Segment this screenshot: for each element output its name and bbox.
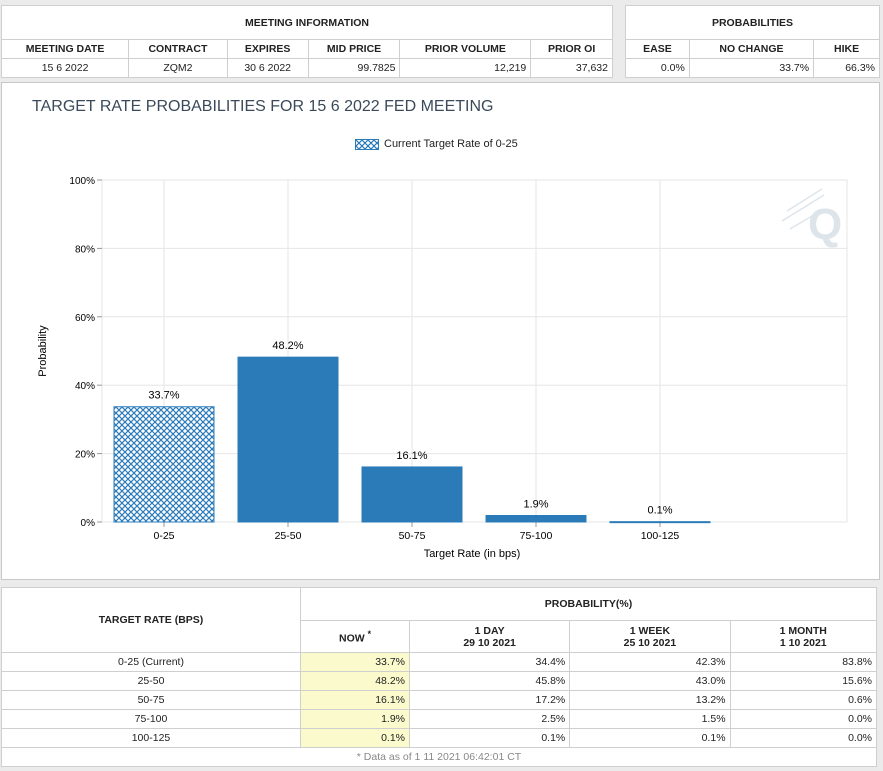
bar-75-100[interactable] bbox=[485, 515, 587, 523]
bar-100-125[interactable] bbox=[609, 521, 711, 524]
now-cell: 1.9% bbox=[300, 709, 410, 729]
rate-cell: 50-75 bbox=[1, 690, 301, 710]
expires-value: 30 6 2022 bbox=[226, 58, 309, 78]
table-row: 75-100 1.9% 2.5% 1.5% 0.0% bbox=[1, 709, 878, 729]
month-cell: 15.6% bbox=[729, 671, 878, 691]
legend-swatch bbox=[355, 138, 379, 150]
week-cell: 13.2% bbox=[569, 690, 731, 710]
hike-value: 66.3% bbox=[813, 58, 880, 78]
x-axis-label: Target Rate (in bps) bbox=[424, 548, 521, 560]
week-cell: 1.5% bbox=[569, 709, 731, 729]
x-tick-label: 25-50 bbox=[275, 530, 302, 542]
probabilities-header: PROBABILITIES bbox=[625, 5, 880, 40]
month-cell: 0.6% bbox=[729, 690, 878, 710]
bar-value-label: 0.1% bbox=[647, 505, 672, 517]
bar-value-label: 16.1% bbox=[396, 450, 427, 462]
rate-cell: 100-125 bbox=[1, 728, 301, 748]
target-rate-header: TARGET RATE (BPS) bbox=[1, 587, 301, 653]
chart-panel: TARGET RATE PROBABILITIES FOR 15 6 2022 … bbox=[1, 82, 880, 580]
chart-title: TARGET RATE PROBABILITIES FOR 15 6 2022 … bbox=[32, 98, 494, 115]
col-contract: CONTRACT bbox=[128, 39, 228, 59]
now-cell: 16.1% bbox=[300, 690, 410, 710]
watermark-q-logo: Q bbox=[781, 188, 842, 249]
now-header: NOW * bbox=[300, 620, 410, 653]
period-1week-header: 1 WEEK 25 10 2021 bbox=[569, 620, 731, 653]
svg-text:Q: Q bbox=[808, 200, 842, 249]
x-tick-label: 75-100 bbox=[520, 530, 553, 542]
y-tick-label: 100% bbox=[69, 176, 95, 187]
table-row: 50-75 16.1% 17.2% 13.2% 0.6% bbox=[1, 690, 878, 710]
bar-0-25[interactable] bbox=[113, 406, 215, 523]
y-tick-label: 20% bbox=[75, 450, 95, 461]
meeting-date-value: 15 6 2022 bbox=[0, 58, 130, 78]
col-hike: HIKE bbox=[813, 39, 880, 59]
probabilities-table: PROBABILITIES EASE NO CHANGE HIKE 0.0% 3… bbox=[625, 5, 880, 78]
probability-header: PROBABILITY(%) bbox=[300, 587, 877, 621]
col-meeting-date: MEETING DATE bbox=[0, 39, 130, 59]
table-row: 25-50 48.2% 45.8% 43.0% 15.6% bbox=[1, 671, 878, 691]
x-tick-label: 0-25 bbox=[153, 530, 174, 542]
y-tick-label: 40% bbox=[75, 381, 95, 392]
prior-oi-value: 37,632 bbox=[530, 58, 613, 78]
day-cell: 0.1% bbox=[408, 728, 571, 748]
day-cell: 45.8% bbox=[408, 671, 571, 691]
y-axis-label: Probability bbox=[37, 325, 49, 377]
period-1day-header: 1 DAY 29 10 2021 bbox=[408, 620, 571, 653]
x-tick-label: 100-125 bbox=[641, 530, 680, 542]
day-cell: 17.2% bbox=[408, 690, 571, 710]
bar-chart: 0% 20% 40% 60% 80% 100% 33.7% 0-25 48.2% 25-50 16.… bbox=[37, 176, 848, 560]
week-cell: 0.1% bbox=[569, 728, 731, 748]
now-cell: 48.2% bbox=[300, 671, 410, 691]
day-cell: 2.5% bbox=[408, 709, 571, 729]
prior-volume-value: 12,219 bbox=[399, 58, 532, 78]
rate-cell: 75-100 bbox=[1, 709, 301, 729]
chart-legend[interactable]: Current Target Rate of 0-25 bbox=[355, 138, 518, 150]
meeting-info-header: MEETING INFORMATION bbox=[1, 5, 613, 40]
rate-cell: 25-50 bbox=[1, 671, 301, 691]
month-cell: 83.8% bbox=[729, 652, 878, 672]
col-ease: EASE bbox=[625, 39, 690, 59]
col-prior-volume: PRIOR VOLUME bbox=[399, 39, 532, 59]
col-expires: EXPIRES bbox=[226, 39, 309, 59]
mid-price-value: 99.7825 bbox=[307, 58, 401, 78]
bar-value-label: 48.2% bbox=[272, 340, 303, 352]
bar-25-50[interactable] bbox=[237, 356, 339, 523]
contract-value: ZQM2 bbox=[128, 58, 228, 78]
bar-value-label: 1.9% bbox=[523, 499, 548, 511]
legend-label: Current Target Rate of 0-25 bbox=[384, 138, 518, 150]
now-cell: 33.7% bbox=[300, 652, 410, 672]
y-tick-label: 0% bbox=[81, 518, 96, 529]
table-row: 0-25 (Current) 33.7% 34.4% 42.3% 83.8% bbox=[1, 652, 878, 672]
ease-value: 0.0% bbox=[625, 58, 690, 78]
probability-history-table: TARGET RATE (BPS) PROBABILITY(%) NOW * 1… bbox=[1, 587, 878, 767]
week-cell: 43.0% bbox=[569, 671, 731, 691]
x-tick-label: 50-75 bbox=[399, 530, 426, 542]
col-no-change: NO CHANGE bbox=[688, 39, 815, 59]
day-cell: 34.4% bbox=[408, 652, 571, 672]
week-cell: 42.3% bbox=[569, 652, 731, 672]
table-row: 100-125 0.1% 0.1% 0.1% 0.0% bbox=[1, 728, 878, 748]
bar-value-label: 33.7% bbox=[148, 390, 179, 402]
month-cell: 0.0% bbox=[729, 709, 878, 729]
no-change-value: 33.7% bbox=[688, 58, 815, 78]
bar-50-75[interactable] bbox=[361, 466, 463, 523]
month-cell: 0.0% bbox=[729, 728, 878, 748]
y-tick-label: 60% bbox=[75, 313, 95, 324]
period-1month-header: 1 MONTH 1 10 2021 bbox=[729, 620, 878, 653]
now-cell: 0.1% bbox=[300, 728, 410, 748]
col-mid-price: MID PRICE bbox=[307, 39, 401, 59]
footnote: * Data as of 1 11 2021 06:42:01 CT bbox=[1, 747, 877, 767]
rate-cell: 0-25 (Current) bbox=[1, 652, 301, 672]
y-tick-label: 80% bbox=[75, 244, 95, 255]
col-prior-oi: PRIOR OI bbox=[530, 39, 613, 59]
meeting-info-table: MEETING INFORMATION MEETING DATE CONTRAC… bbox=[0, 5, 613, 78]
